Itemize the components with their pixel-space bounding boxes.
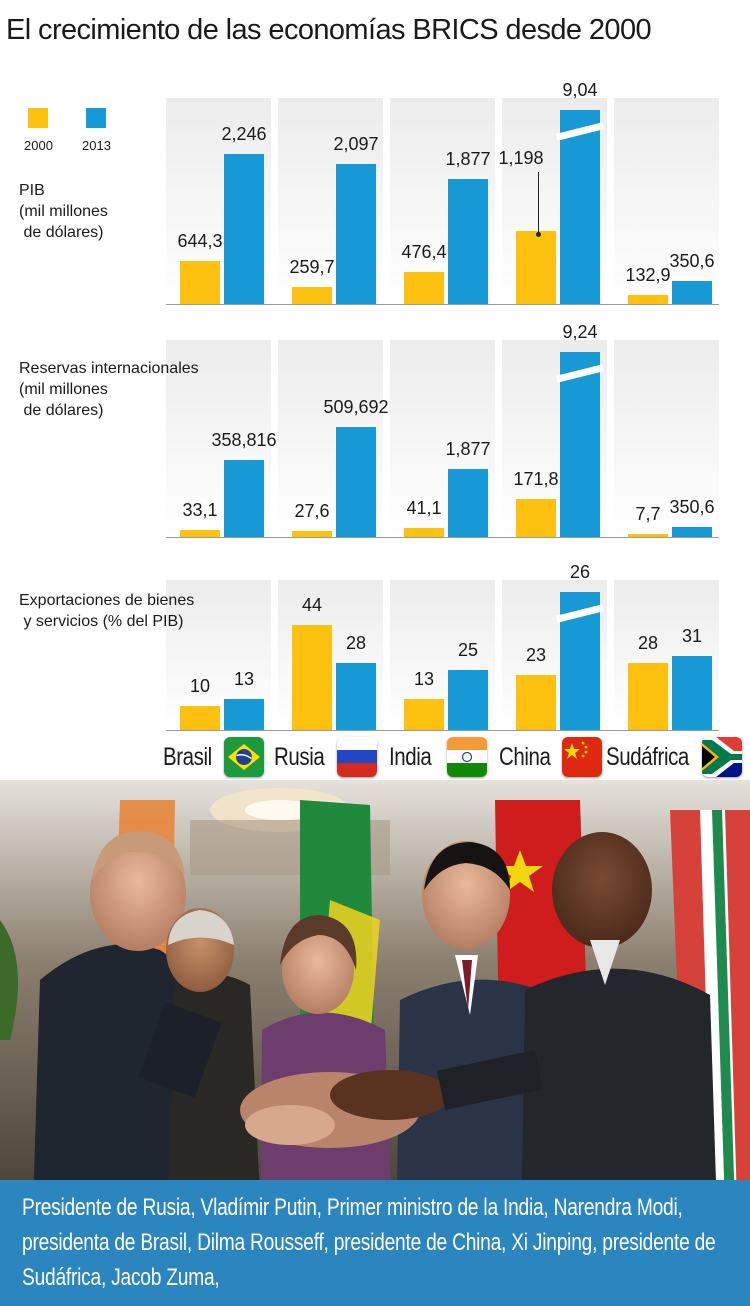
value-label-0-2013-Brasil: 2,246 — [221, 124, 267, 144]
value-label-2-2013-Brasil: 13 — [233, 668, 255, 689]
chart-title: El crecimiento de las economías BRICS de… — [6, 14, 652, 46]
india-flag-icon — [447, 737, 487, 777]
bar-1-2013-Brasil — [224, 459, 264, 537]
value-label-0-2013-Rusia: 2,097 — [333, 133, 379, 154]
legend-label-2013: 2013 — [82, 138, 111, 153]
bar-2-2013-India — [448, 670, 488, 730]
value-label-2-2000-Brasil: 10 — [189, 676, 211, 697]
panel-0-baseline — [166, 304, 719, 305]
bar-0-2013-Sudáfrica — [672, 280, 712, 304]
value-label-0-2000-Brasil: 644,3 — [177, 230, 223, 251]
panel-0-column-bg — [614, 98, 719, 304]
value-label-2-2000-China: 23 — [525, 645, 547, 666]
bar-2-2000-Rusia — [292, 625, 332, 730]
bar-1-2013-Sudáfrica — [672, 527, 712, 537]
south-africa-flag-icon — [702, 737, 742, 777]
value-label-0-2000-Sudáfrica: 132,9 — [625, 265, 671, 286]
country-label-rusia: Rusia — [274, 742, 325, 771]
panel-1-label: Reservas internacionales (mil millones de… — [19, 358, 199, 421]
panel-label-line: Exportaciones de bienes — [19, 592, 195, 609]
bar-0-2000-Brasil — [180, 260, 220, 304]
bar-0-2000-Sudáfrica — [628, 295, 668, 304]
bar-1-2013-Rusia — [336, 427, 376, 537]
bar-1-2000-India — [404, 528, 444, 537]
panel-label-line: (mil millones — [19, 381, 108, 398]
value-label-0-2013-Sudáfrica: 350,6 — [669, 250, 715, 271]
bar-1-2000-Sudáfrica — [628, 534, 668, 537]
bar-0-2013-China — [560, 110, 600, 304]
caption-text: Presidente de Rusia, Vladímir Putin, Pri… — [22, 1194, 716, 1291]
value-label-0-2000-Rusia: 259,7 — [289, 256, 335, 277]
brazil-flag-icon — [224, 737, 264, 777]
bar-1-2000-Brasil — [180, 529, 220, 537]
value-label-1-2000-China: 171,8 — [513, 469, 559, 489]
panel-1-baseline — [166, 537, 719, 538]
bar-0-2000-India — [404, 272, 444, 304]
value-label-2-2013-Rusia: 28 — [345, 633, 367, 654]
country-label-china: China — [499, 742, 551, 771]
bar-2-2013-Sudáfrica — [672, 656, 712, 730]
bar-0-2000-Rusia — [292, 286, 332, 304]
bar-0-2013-Rusia — [336, 163, 376, 304]
value-label-2-2013-India: 25 — [457, 640, 479, 661]
value-label-2-2013-Sudáfrica: 31 — [681, 626, 703, 647]
panel-2-label: Exportaciones de bienes y servicios (% d… — [19, 590, 194, 632]
value-label-1-2013-China: 9,24 — [562, 322, 598, 342]
bar-1-2000-China — [516, 499, 556, 537]
bar-0-2000-China — [516, 231, 556, 304]
bar-1-2000-Rusia — [292, 531, 332, 537]
value-label-2-2000-Sudáfrica: 28 — [637, 633, 659, 654]
value-label-1-2000-Rusia: 27,6 — [294, 501, 330, 522]
value-label-0-2000-China: 1,198 — [498, 148, 544, 168]
callout-dot-china-gdp — [536, 232, 541, 237]
panel-0-label: PIB (mil millones de dólares) — [19, 180, 108, 243]
value-label-2-2013-China: 26 — [569, 562, 591, 582]
legend-label-2000: 2000 — [24, 138, 53, 153]
bar-2-2013-Rusia — [336, 663, 376, 730]
value-label-2-2000-India: 13 — [413, 668, 435, 689]
panel-label-line: de dólares) — [19, 224, 104, 241]
value-label-1-2000-Sudáfrica: 7,7 — [635, 504, 661, 524]
bar-1-2013-India — [448, 469, 488, 537]
legend: 2000 2013 — [24, 108, 164, 158]
bar-2-2013-Brasil — [224, 698, 264, 730]
value-label-2-2000-Rusia: 44 — [301, 595, 323, 615]
bar-2-2000-Brasil — [180, 706, 220, 730]
value-label-1-2013-India: 1,877 — [445, 439, 491, 459]
value-label-1-2000-Brasil: 33,1 — [182, 499, 218, 520]
value-label-1-2013-Rusia: 509,692 — [323, 397, 389, 417]
legend-swatch-2013 — [86, 108, 106, 128]
bar-2-2000-Sudáfrica — [628, 663, 668, 730]
value-label-1-2000-India: 41,1 — [406, 498, 442, 519]
value-label-1-2013-Brasil: 358,816 — [211, 429, 277, 450]
value-label-0-2013-India: 1,877 — [445, 148, 491, 169]
bar-0-2013-Brasil — [224, 154, 264, 304]
bar-2-2000-India — [404, 698, 444, 730]
photo-caption: Presidente de Rusia, Vladímir Putin, Pri… — [0, 1180, 750, 1306]
bar-1-2013-China — [560, 352, 600, 537]
country-label-brasil: Brasil — [163, 742, 212, 771]
country-label-sudafrica: Sudáfrica — [606, 742, 689, 771]
bar-2-2000-China — [516, 675, 556, 730]
panel-label-line: y servicios (% del PIB) — [19, 613, 184, 630]
value-label-0-2013-China: 9,04 — [562, 80, 598, 100]
panel-label-line: PIB — [19, 182, 45, 199]
panel-label-line: de dólares) — [19, 402, 104, 419]
russia-flag-icon — [337, 737, 377, 777]
bar-0-2013-India — [448, 178, 488, 304]
panel-label-line: (mil millones — [19, 203, 108, 220]
value-label-0-2000-India: 476,4 — [401, 242, 447, 263]
country-label-india: India — [389, 742, 432, 771]
panel-label-line: Reservas internacionales — [19, 360, 199, 377]
panel-1-column-bg — [614, 340, 719, 537]
panel-2-baseline — [166, 730, 719, 731]
legend-swatch-2000 — [28, 108, 48, 128]
callout-line-china-gdp — [538, 172, 539, 235]
china-flag-icon — [562, 737, 602, 777]
value-label-1-2013-Sudáfrica: 350,6 — [669, 497, 715, 517]
